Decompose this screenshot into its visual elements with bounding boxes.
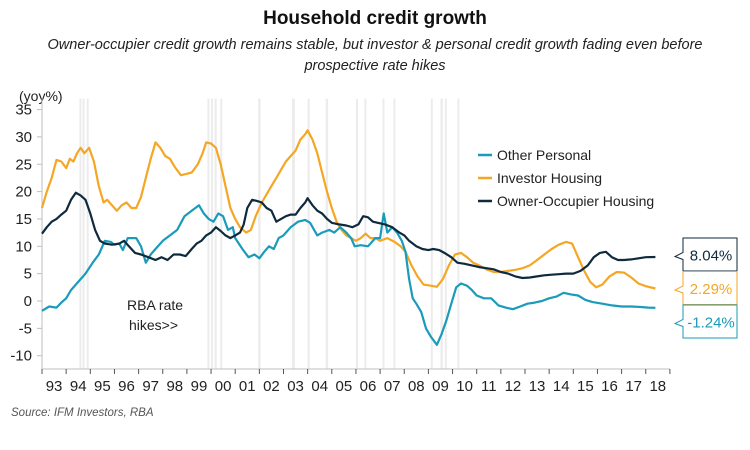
- x-tick-label: 16: [601, 378, 618, 395]
- rate-hike-band: [258, 98, 261, 370]
- x-tick-label: 03: [287, 378, 304, 395]
- y-tick-label: 30: [15, 129, 32, 146]
- x-tick-label: 95: [94, 378, 111, 395]
- rate-hike-band: [211, 98, 214, 370]
- legend-label: Other Personal: [497, 147, 591, 163]
- rate-hike-band: [430, 98, 433, 370]
- rate-hike-bands: [79, 98, 460, 370]
- rate-hike-band: [79, 98, 82, 370]
- x-tick-label: 93: [46, 378, 63, 395]
- rate-hike-band: [440, 98, 443, 370]
- rate-hike-band: [325, 98, 329, 370]
- x-tick-label: 06: [360, 378, 377, 395]
- y-tick-label: -10: [10, 348, 32, 365]
- y-tick-label: -5: [19, 320, 32, 337]
- x-tick-label: 94: [70, 378, 87, 395]
- x-tick-label: 00: [215, 378, 232, 395]
- rate-hike-band: [214, 98, 217, 370]
- annotation-line-1: RBA rate: [127, 297, 183, 313]
- rate-hike-band: [82, 98, 85, 370]
- annotation-line-2: hikes>>: [129, 317, 178, 333]
- source-note: Source: IFM Investors, RBA: [11, 407, 154, 419]
- x-tick-label: 18: [649, 378, 666, 395]
- x-tick-label: 08: [408, 378, 425, 395]
- callout-value: 2.29%: [690, 281, 733, 298]
- x-tick-label: 02: [263, 378, 280, 395]
- x-tick-label: 05: [336, 378, 353, 395]
- y-tick-label: 20: [15, 184, 32, 201]
- rate-hike-band: [393, 98, 396, 370]
- series-line-other-personal: [41, 204, 656, 346]
- x-tick-label: 96: [118, 378, 135, 395]
- y-tick-label: 10: [15, 238, 32, 255]
- y-tick-label: 25: [15, 156, 32, 173]
- series-lines: [40, 129, 656, 346]
- y-axis-label: (yoy%): [19, 88, 63, 104]
- rate-hike-band: [382, 98, 385, 370]
- callout-value: -1.24%: [687, 315, 735, 332]
- series-line-owner-occupier-housing: [41, 191, 656, 280]
- legend: Other Personal Investor Housing Owner-Occu…: [478, 147, 654, 209]
- rate-hike-band: [457, 98, 460, 370]
- x-tick-label: 07: [384, 378, 401, 395]
- x-tick-label: 13: [529, 378, 546, 395]
- y-tick-label: 0: [24, 293, 32, 310]
- chart-title: Household credit growth: [263, 8, 487, 29]
- x-tick-label: 11: [481, 378, 497, 395]
- x-tick-label: 99: [191, 378, 208, 395]
- rate-hike-band: [86, 98, 89, 370]
- x-tick-label: 10: [456, 378, 473, 395]
- rate-hike-band: [291, 98, 295, 370]
- rate-hike-band: [220, 98, 223, 370]
- x-tick-label: 04: [311, 378, 328, 395]
- x-tick-label: 98: [166, 378, 183, 395]
- callout-box: [673, 271, 738, 305]
- x-tick-label: 12: [505, 378, 522, 395]
- callout-box: [673, 237, 738, 272]
- x-tick-label: 17: [625, 378, 642, 395]
- x-tick-label: 01: [239, 378, 256, 395]
- x-tick-label: 15: [577, 378, 594, 395]
- legend-label: Investor Housing: [497, 170, 602, 186]
- rate-hike-band: [444, 98, 447, 370]
- y-tick-label: 15: [15, 211, 32, 228]
- chart-subtitle: Owner-occupier credit growth remains sta…: [47, 37, 703, 74]
- y-axis-ticks: 35 30 25 20 15 10 5 0 -5 -10: [10, 102, 42, 365]
- x-tick-label: 97: [142, 378, 159, 395]
- last-value-callouts: 8.04% 2.29% -1.24%: [673, 237, 738, 339]
- series-line-investor-housing: [40, 129, 656, 290]
- x-axis-ticks: 93 94 95 96 97 98 99 00 01 02 03 04 05 06 07 08 09 10 11 12…: [41, 369, 671, 395]
- rate-hike-band: [307, 98, 310, 370]
- callout-value: 8.04%: [690, 248, 733, 265]
- x-tick-label: 14: [553, 378, 570, 395]
- x-tick-label: 09: [432, 378, 449, 395]
- rate-hike-band: [355, 98, 358, 370]
- y-tick-label: 35: [15, 102, 32, 119]
- y-tick-label: 5: [24, 266, 32, 283]
- callout-box: [673, 304, 738, 339]
- legend-label: Owner-Occupier Housing: [497, 193, 654, 209]
